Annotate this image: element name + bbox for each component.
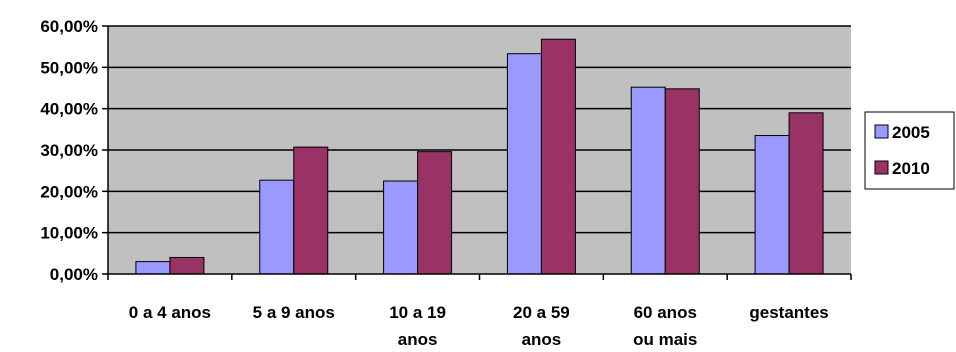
y-tick-label: 30,00% (40, 141, 98, 160)
y-tick-label: 0,00% (50, 265, 98, 284)
bar-2010-5 (788, 112, 824, 275)
bar-2005-2 (383, 180, 419, 275)
legend-swatch-2005 (874, 124, 889, 139)
x-tick-label: ou mais (633, 330, 697, 349)
x-tick-label: 10 a 19 (389, 303, 446, 322)
bar-2010-2 (417, 151, 453, 275)
bar-2010-3 (540, 38, 576, 275)
y-tick-label: 10,00% (40, 224, 98, 243)
x-tick-label: anos (398, 330, 438, 349)
bar-2005-1 (259, 179, 295, 275)
x-tick-label: 20 a 59 (513, 303, 570, 322)
x-tick-label: 5 a 9 anos (253, 303, 335, 322)
bar-2005-5 (754, 135, 790, 275)
legend-label-2010: 2010 (892, 159, 930, 178)
legend-swatch-2010 (874, 160, 889, 175)
x-tick-label: 60 anos (634, 303, 697, 322)
legend: 2005 2010 (864, 111, 955, 190)
y-tick-label: 40,00% (40, 100, 98, 119)
x-tick-label: gestantes (749, 303, 828, 322)
x-tick-label: anos (522, 330, 562, 349)
x-tick-label: 0 a 4 anos (129, 303, 211, 322)
y-tick-label: 20,00% (40, 182, 98, 201)
bar-2005-3 (506, 53, 542, 275)
x-axis-ticks: 0 a 4 anos 5 a 9 anos 10 a 19 anos 20 a 59 an… (107, 274, 852, 349)
bar-2010-0 (169, 256, 205, 275)
gridlines (108, 25, 851, 234)
y-tick-label: 60,00% (40, 17, 98, 36)
y-axis-ticks: 0,00% 10,00% 20,00% 30,00% 40,00% 50,00% 60,00… (40, 17, 108, 284)
y-tick-label: 50,00% (40, 58, 98, 77)
bar-2005-0 (135, 261, 171, 275)
bars (135, 38, 824, 275)
bar-2010-4 (664, 88, 700, 275)
legend-label-2005: 2005 (892, 123, 930, 142)
bar-2005-4 (630, 86, 666, 275)
bar-2010-1 (293, 146, 329, 275)
